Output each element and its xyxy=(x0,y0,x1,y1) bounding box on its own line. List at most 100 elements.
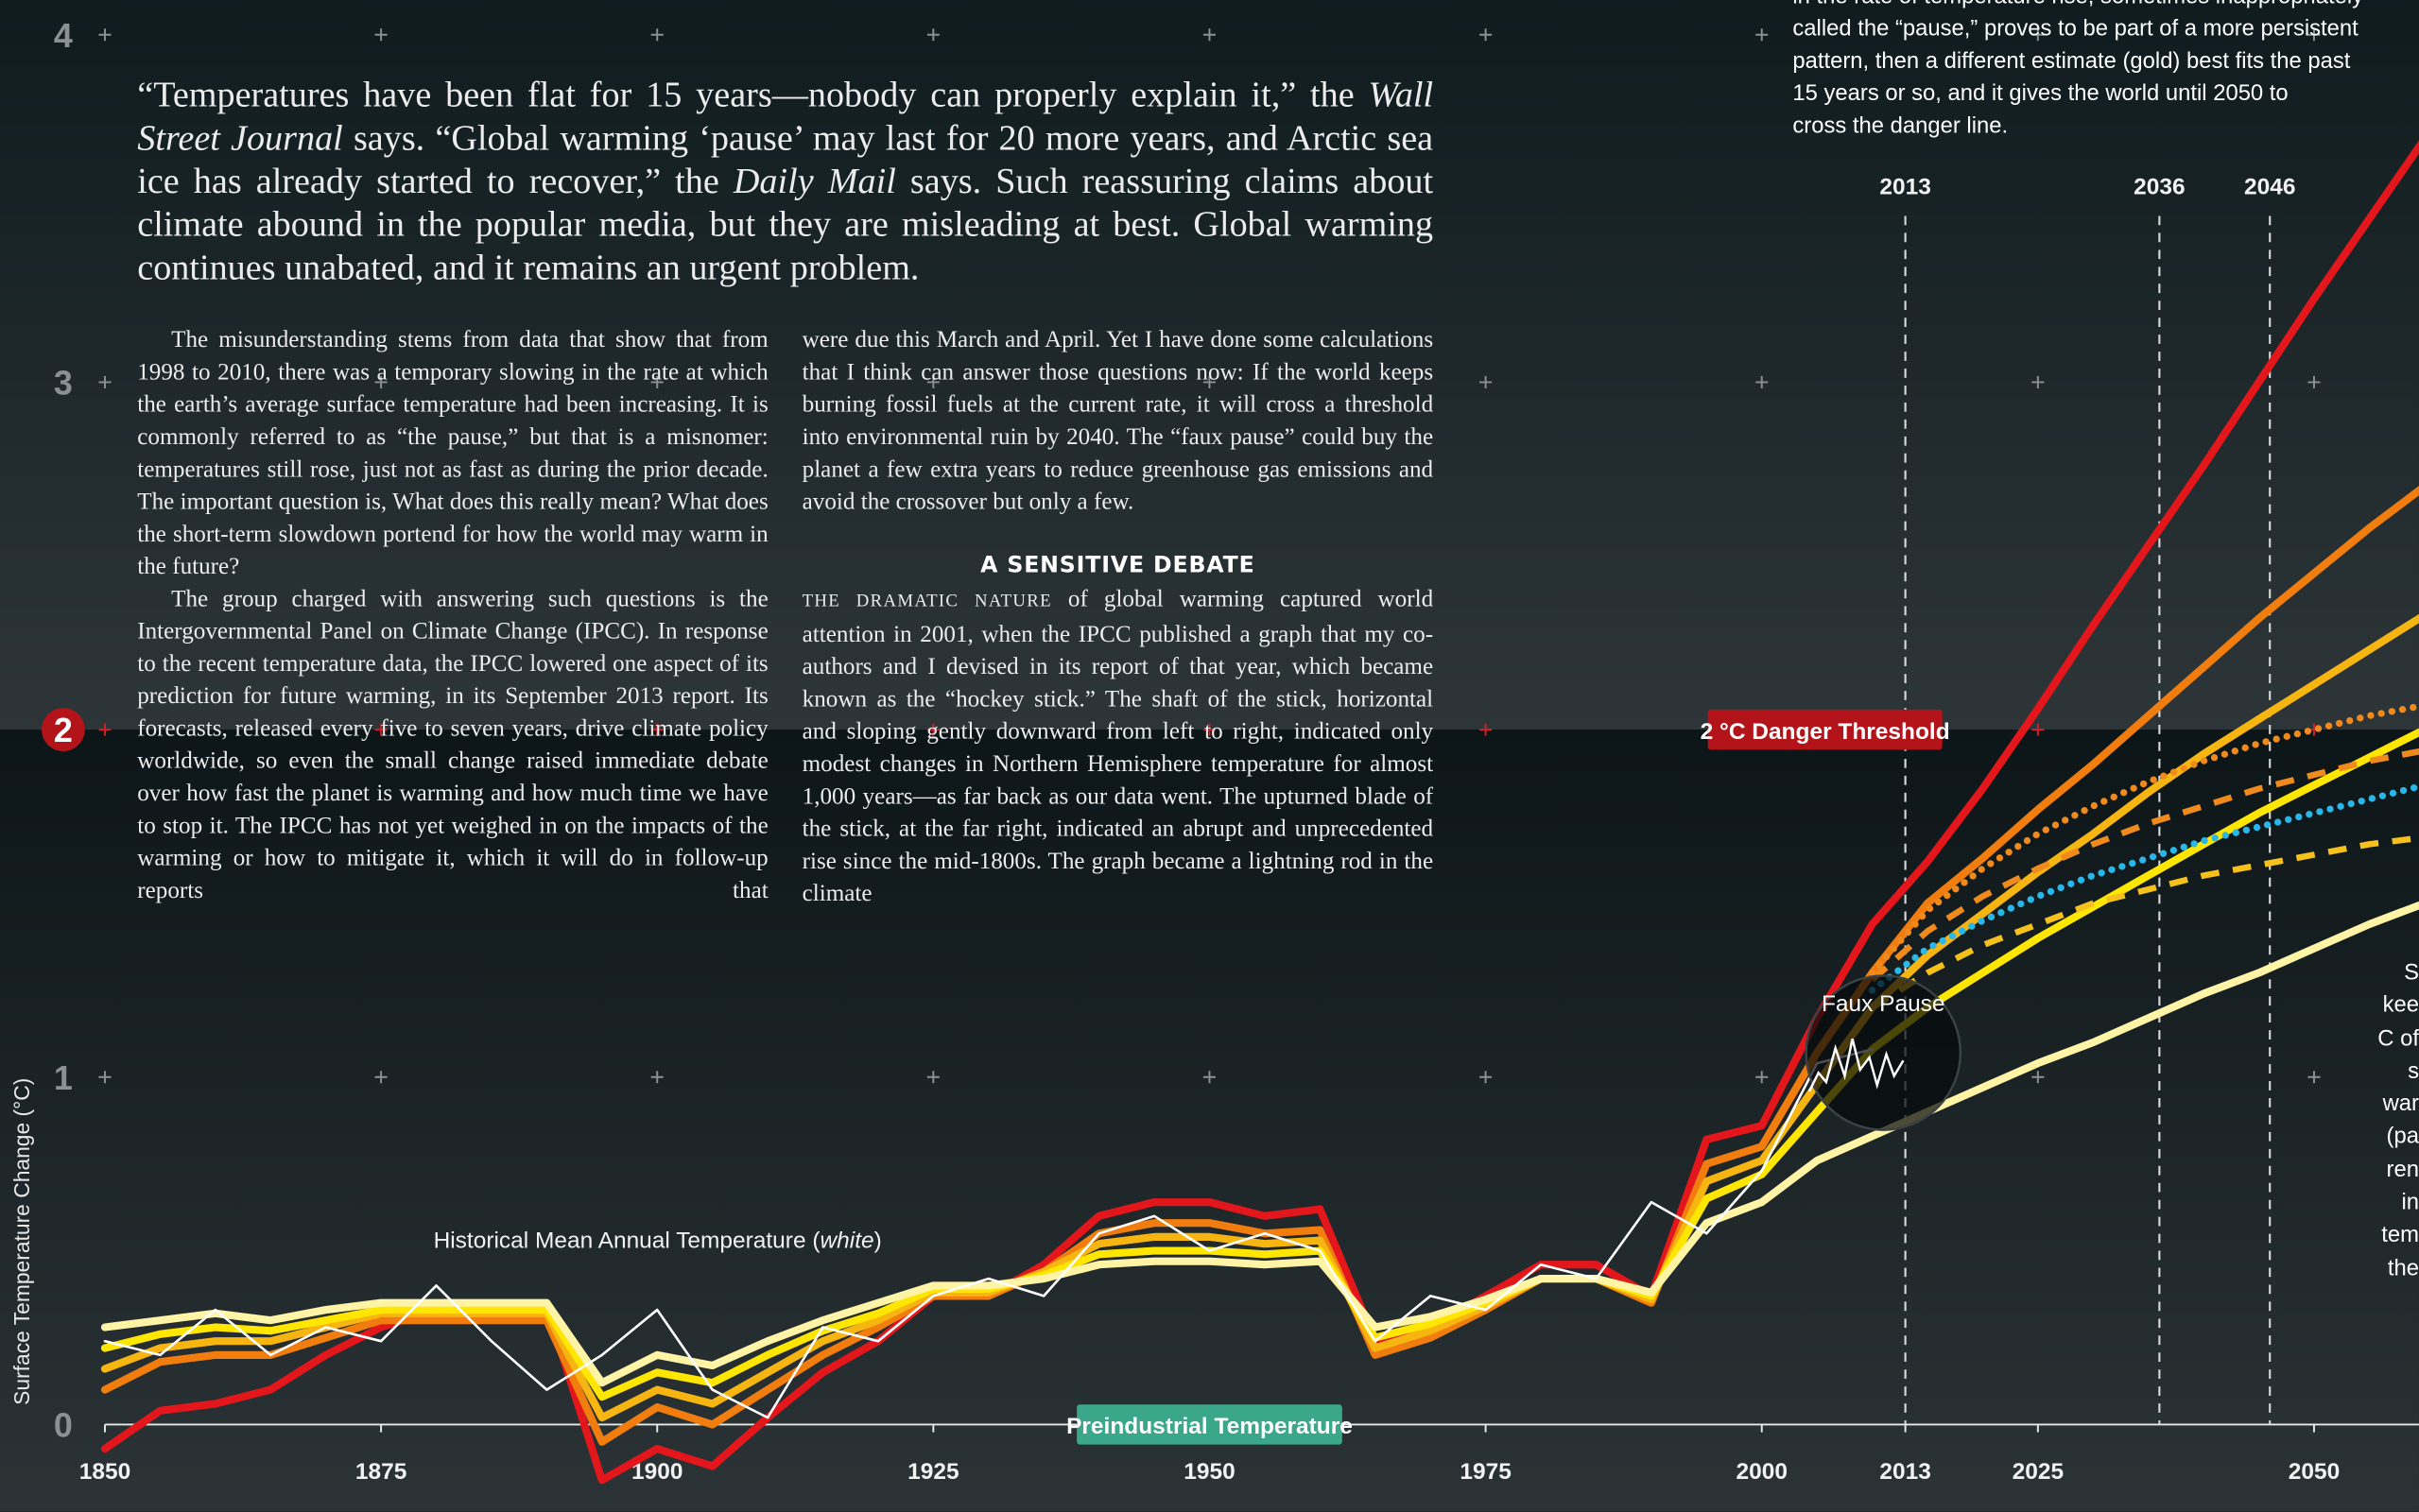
side-note: in the rate of temperature rise, sometim… xyxy=(1792,0,2363,144)
grid-mark xyxy=(650,723,664,736)
x-tick-label: 2050 xyxy=(2289,1459,2340,1485)
series-label: Historical Mean Annual Temperature (whit… xyxy=(434,1228,882,1253)
grid-mark xyxy=(98,375,112,388)
grid-mark xyxy=(1202,723,1216,736)
grid-mark xyxy=(374,1071,388,1084)
side-fragment: s xyxy=(2408,1059,2419,1085)
grid-mark xyxy=(2031,1071,2045,1084)
paragraph-text: of global warming captured world attenti… xyxy=(802,586,1434,907)
series-line xyxy=(1868,782,2419,994)
y-tick-label: 0 xyxy=(54,1406,73,1444)
x-tick-label: 1875 xyxy=(355,1459,406,1485)
series-line xyxy=(1870,834,2419,1010)
threshold-label: 2 °C Danger Threshold xyxy=(1701,719,1950,745)
grid-mark xyxy=(926,1071,940,1084)
marker-label: 2036 xyxy=(2134,175,2185,200)
grid-mark xyxy=(650,375,664,388)
lead-in: THE DRAMATIC NATURE xyxy=(802,592,1052,611)
side-fragment: S xyxy=(2404,960,2419,986)
grid-mark xyxy=(2031,723,2045,736)
grid-mark xyxy=(1479,375,1493,388)
side-fragment: (pa xyxy=(2386,1125,2419,1150)
lines xyxy=(100,140,2419,1485)
note-line: pattern, then a different estimate (gold… xyxy=(1792,49,2351,75)
grid-mark xyxy=(98,28,112,42)
column: were due this March and April. Yet I hav… xyxy=(803,324,1433,941)
paren: ( xyxy=(806,1228,821,1253)
grid-mark xyxy=(1202,375,1216,388)
grid-mark xyxy=(926,28,940,42)
grid-mark xyxy=(1479,723,1493,736)
series-line xyxy=(103,1048,1874,1419)
grid-mark xyxy=(1202,28,1216,42)
side-fragment: kee xyxy=(2382,993,2419,1019)
paragraph: were due this March and April. Yet I hav… xyxy=(802,326,1434,516)
x-tick-label: 1975 xyxy=(1460,1459,1511,1485)
side-fragment: C of xyxy=(2377,1026,2419,1052)
threshold-tick-badge xyxy=(42,708,85,751)
lower-band xyxy=(0,730,2419,1512)
overlay: Historical Mean Annual Temperature (whit… xyxy=(434,709,1962,1445)
baseline-badge xyxy=(1077,1404,1342,1445)
note-line: in the rate of temperature rise, sometim… xyxy=(1792,0,2363,14)
callout-circle xyxy=(1805,974,1962,1131)
threshold-badge xyxy=(1707,709,1943,750)
grid-mark xyxy=(2031,28,2045,42)
series-line xyxy=(100,901,2419,1387)
note-line: called the “pause,” proves to be part of… xyxy=(1792,16,2359,43)
paragraph: The misunderstanding stems from data tha… xyxy=(137,326,769,580)
callout-wiggle xyxy=(1807,1039,1905,1092)
grid-mark xyxy=(2307,28,2321,42)
grid-mark xyxy=(1479,28,1493,42)
grid-mark xyxy=(98,723,112,736)
upper-band xyxy=(0,0,2419,730)
side-fragment: tem xyxy=(2381,1223,2419,1248)
grid-mark xyxy=(1755,28,1769,42)
series-line xyxy=(100,728,2419,1401)
grid-mark xyxy=(374,375,388,388)
x-tick-label: 2013 xyxy=(1879,1459,1930,1485)
x-tick-label: 1925 xyxy=(907,1459,959,1485)
x-tick-label: 1850 xyxy=(79,1459,130,1485)
grid-mark xyxy=(1202,1071,1216,1084)
series-name: Historical Mean Annual Temperature xyxy=(434,1228,806,1253)
side-fragment: ren xyxy=(2386,1158,2419,1183)
grid-mark xyxy=(926,375,940,388)
side-fragment: war xyxy=(2382,1091,2419,1117)
y-tick-label: 4 xyxy=(54,17,73,55)
side-fragment: the xyxy=(2387,1256,2419,1281)
note-line: cross the danger line. xyxy=(1792,113,2009,139)
marker-label: 2013 xyxy=(1879,175,1930,200)
side-fragment: in xyxy=(2401,1191,2419,1216)
note-line: 15 years or so, and it gives the world u… xyxy=(1792,81,2289,107)
y-axis-label: Surface Temperature Change (°C) xyxy=(9,1078,34,1405)
grid-mark xyxy=(374,723,388,736)
lede: “Temperatures have been flat for 15 year… xyxy=(137,74,1433,289)
axes: 0 1 2 3 4 1850 1875 1900 1925 1950 1975 2000 2013 202… xyxy=(9,17,2419,1485)
column: The misunderstanding stems from data tha… xyxy=(137,324,768,941)
lede-text: says. Such reassuring claims about clima… xyxy=(137,162,1434,289)
lede-text: says. “Global warming ‘pause’ may last f… xyxy=(137,118,1434,202)
grid-mark xyxy=(2307,1071,2321,1084)
grid-mark xyxy=(374,28,388,42)
grid-mark xyxy=(1479,1071,1493,1084)
callout-label: Faux Pause xyxy=(1822,991,1945,1017)
y-tick-label: 1 xyxy=(54,1059,73,1097)
y-tick-label: 3 xyxy=(54,364,73,402)
paren: ) xyxy=(874,1228,882,1253)
section-heading: A SENSITIVE DEBATE xyxy=(980,553,1255,578)
lede-text: Daily Mail xyxy=(733,162,896,202)
series-line xyxy=(1868,702,2419,977)
x-tick-label: 2000 xyxy=(1736,1459,1788,1485)
x-tick-label: 2025 xyxy=(2013,1459,2064,1485)
paragraph: The group charged with answering such qu… xyxy=(137,586,769,904)
grid-mark xyxy=(650,28,664,42)
marker-label: 2046 xyxy=(2244,175,2295,200)
lede-text: Wall Street Journal xyxy=(137,75,1434,160)
paragraph: THE DRAMATIC NATURE of global warming ca… xyxy=(803,583,1433,910)
grid-mark xyxy=(1755,1071,1769,1084)
